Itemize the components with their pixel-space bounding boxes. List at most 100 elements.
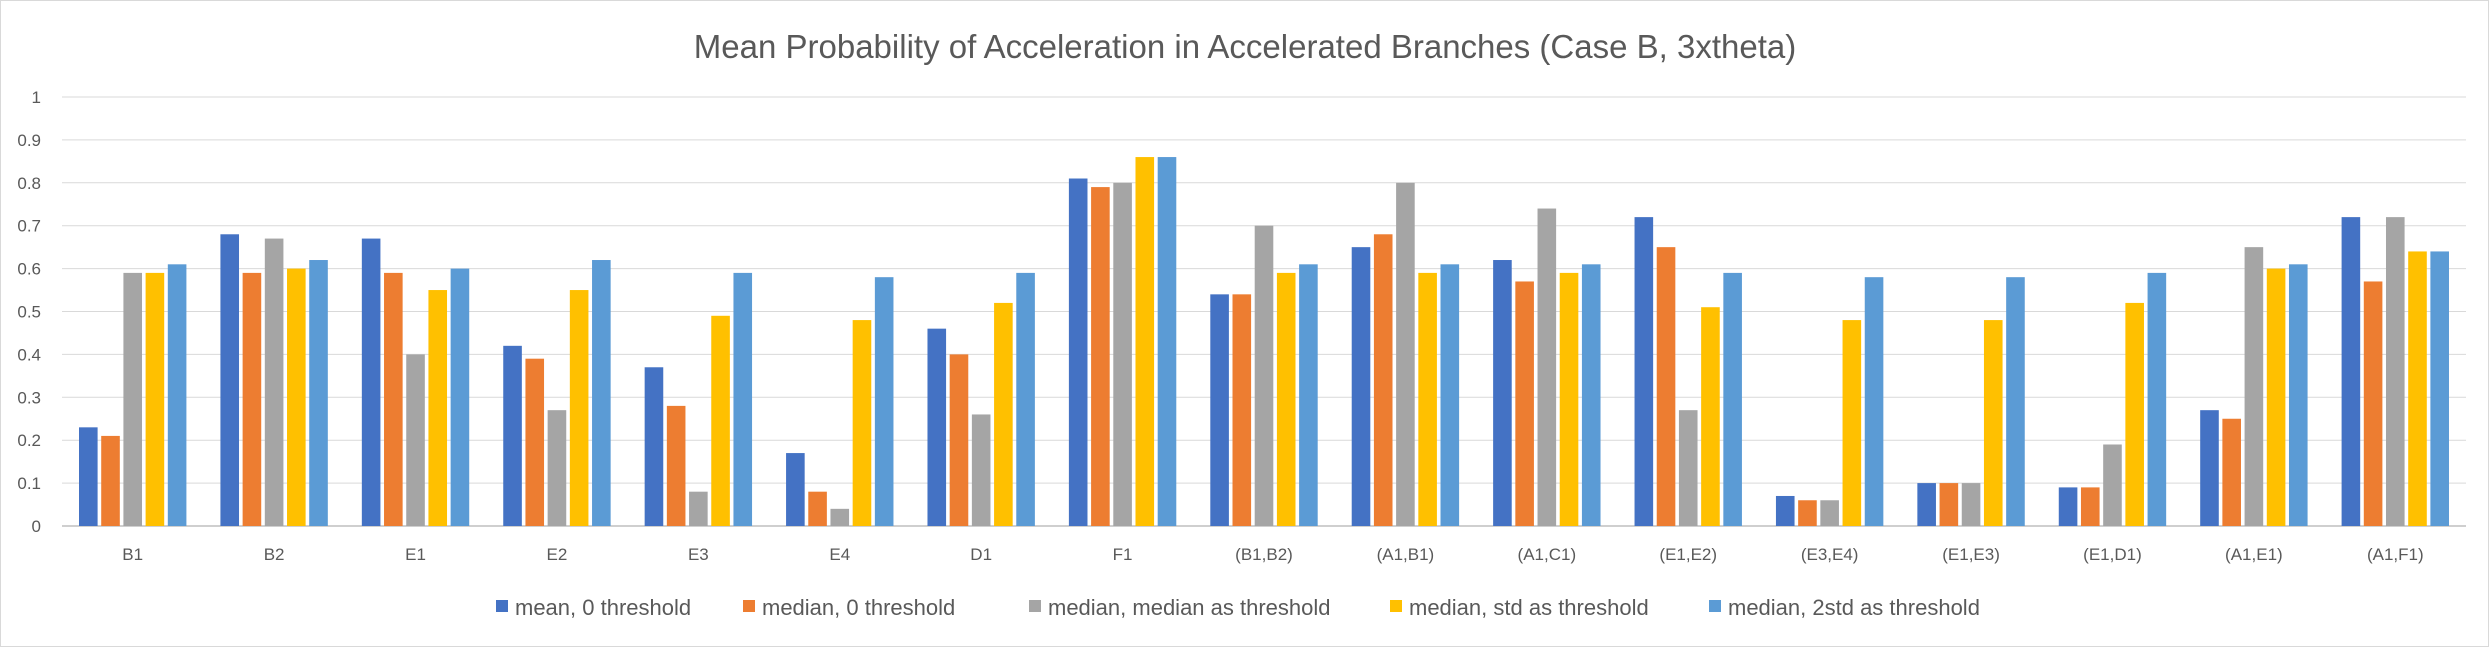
bar-A1E1-series-3 <box>2244 247 2264 526</box>
bar-E4-series-4 <box>852 320 872 526</box>
bar-A1F1-series-2 <box>2363 281 2383 526</box>
bar-B1-series-1 <box>79 427 98 526</box>
bar-E1-series-3 <box>406 354 425 526</box>
bar-E2-series-5 <box>592 260 611 526</box>
bar-B1-series-4 <box>145 272 165 526</box>
bar-E1D1-series-5 <box>2147 272 2167 526</box>
x-tick-label: F1 <box>1113 545 1133 564</box>
bar-E1E2-series-3 <box>1678 410 1698 526</box>
y-tick-label: 0.8 <box>17 174 41 193</box>
bars <box>79 157 2449 527</box>
bar-A1F1-series-1 <box>2341 217 2361 526</box>
y-tick-label: 0 <box>32 517 41 536</box>
legend-swatch <box>1390 600 1402 612</box>
y-tick-label: 1 <box>32 88 41 107</box>
y-tick-label: 0.7 <box>17 217 41 236</box>
bar-E3E4-series-3 <box>1820 500 1839 526</box>
y-tick-label: 0.4 <box>17 345 41 364</box>
bar-A1B1-series-2 <box>1373 234 1393 526</box>
x-tick-label: (E1,D1) <box>2083 545 2142 564</box>
legend-item: median, median as threshold <box>1029 595 1331 620</box>
legend-label: median, std as threshold <box>1409 595 1649 620</box>
bar-E1E3-series-5 <box>2006 277 2025 526</box>
bar-E1E3-series-1 <box>1917 483 1936 526</box>
bar-B1B2-series-3 <box>1254 225 1274 526</box>
bar-A1C1-series-2 <box>1515 281 1534 526</box>
bar-E3E4-series-4 <box>1842 320 1862 526</box>
bar-B2-series-4 <box>287 268 306 526</box>
bar-E3E4-series-5 <box>1864 277 1884 526</box>
legend-swatch <box>496 600 508 612</box>
x-tick-label: E4 <box>829 545 850 564</box>
legend-item: median, 0 threshold <box>743 595 955 620</box>
y-tick-label: 0.2 <box>17 431 41 450</box>
bar-E4-series-2 <box>808 491 827 526</box>
bar-A1C1-series-3 <box>1537 208 1557 527</box>
x-tick-label: (B1,B2) <box>1235 545 1293 564</box>
x-tick-label: B1 <box>122 545 143 564</box>
bar-A1F1-series-5 <box>2430 251 2449 526</box>
y-tick-label: 0.3 <box>17 388 41 407</box>
legend: mean, 0 threshold median, 0 threshold medi… <box>496 595 1980 620</box>
bar-A1F1-series-3 <box>2385 217 2405 526</box>
y-tick-label: 0.1 <box>17 474 41 493</box>
bar-D1-series-5 <box>1016 272 1035 526</box>
bar-A1C1-series-5 <box>1581 264 1601 526</box>
legend-item: median, std as threshold <box>1390 595 1649 620</box>
x-tick-label: (A1,B1) <box>1377 545 1435 564</box>
x-tick-label: (A1,F1) <box>2367 545 2424 564</box>
bar-E1-series-4 <box>428 290 448 526</box>
bar-E1E2-series-2 <box>1656 247 1676 526</box>
chart-title: Mean Probability of Acceleration in Acce… <box>694 28 1796 65</box>
bar-A1E1-series-4 <box>2266 268 2286 526</box>
x-tick-label: (E1,E3) <box>1942 545 2000 564</box>
bar-B1-series-5 <box>167 264 187 526</box>
bar-E3-series-4 <box>711 315 730 526</box>
bar-E1E2-series-5 <box>1723 272 1742 526</box>
bar-E3-series-1 <box>644 367 664 526</box>
legend-item: median, 2std as threshold <box>1709 595 1980 620</box>
bar-A1C1-series-1 <box>1493 260 1512 526</box>
bar-E4-series-1 <box>786 453 805 526</box>
bar-B2-series-5 <box>309 260 328 526</box>
bar-E1D1-series-2 <box>2080 487 2100 526</box>
bar-E1D1-series-3 <box>2103 444 2122 526</box>
x-tick-label: (A1,E1) <box>2225 545 2283 564</box>
legend-label: median, 2std as threshold <box>1728 595 1980 620</box>
bar-E1E3-series-2 <box>1939 483 1959 526</box>
bar-E3E4-series-2 <box>1798 500 1817 526</box>
x-tick-label: E2 <box>547 545 568 564</box>
bar-B1B2-series-4 <box>1276 272 1296 526</box>
legend-label: median, 0 threshold <box>762 595 955 620</box>
bar-E1D1-series-1 <box>2058 487 2078 526</box>
y-tick-label: 0.9 <box>17 131 41 150</box>
bar-E1D1-series-4 <box>2125 302 2144 526</box>
bar-D1-series-4 <box>994 302 1013 526</box>
legend-label: median, median as threshold <box>1048 595 1331 620</box>
legend-swatch <box>743 600 755 612</box>
bar-B1B2-series-1 <box>1210 294 1229 526</box>
x-tick-label: E1 <box>405 545 426 564</box>
legend-swatch <box>1029 600 1041 612</box>
bar-A1C1-series-4 <box>1559 272 1579 526</box>
bar-E1-series-5 <box>450 268 470 526</box>
bar-D1-series-2 <box>949 354 969 526</box>
bar-B2-series-1 <box>220 234 240 526</box>
bar-E2-series-4 <box>569 290 589 526</box>
bar-A1F1-series-4 <box>2408 251 2427 526</box>
x-tick-label: B2 <box>264 545 285 564</box>
x-tick-label: D1 <box>970 545 992 564</box>
bar-E3-series-3 <box>689 491 708 526</box>
bar-E1-series-1 <box>361 238 381 526</box>
legend-swatch <box>1709 600 1721 612</box>
bar-F1-series-4 <box>1135 157 1155 526</box>
bar-A1B1-series-3 <box>1396 182 1415 527</box>
y-tick-label: 0.6 <box>17 260 41 279</box>
bar-E1E3-series-3 <box>1961 483 1981 526</box>
bar-D1-series-3 <box>971 414 991 526</box>
bar-A1E1-series-5 <box>2288 264 2308 526</box>
bar-E4-series-5 <box>874 277 894 526</box>
bar-F1-series-2 <box>1091 187 1110 526</box>
bar-B1-series-2 <box>101 435 120 526</box>
bar-B1B2-series-5 <box>1299 264 1318 526</box>
